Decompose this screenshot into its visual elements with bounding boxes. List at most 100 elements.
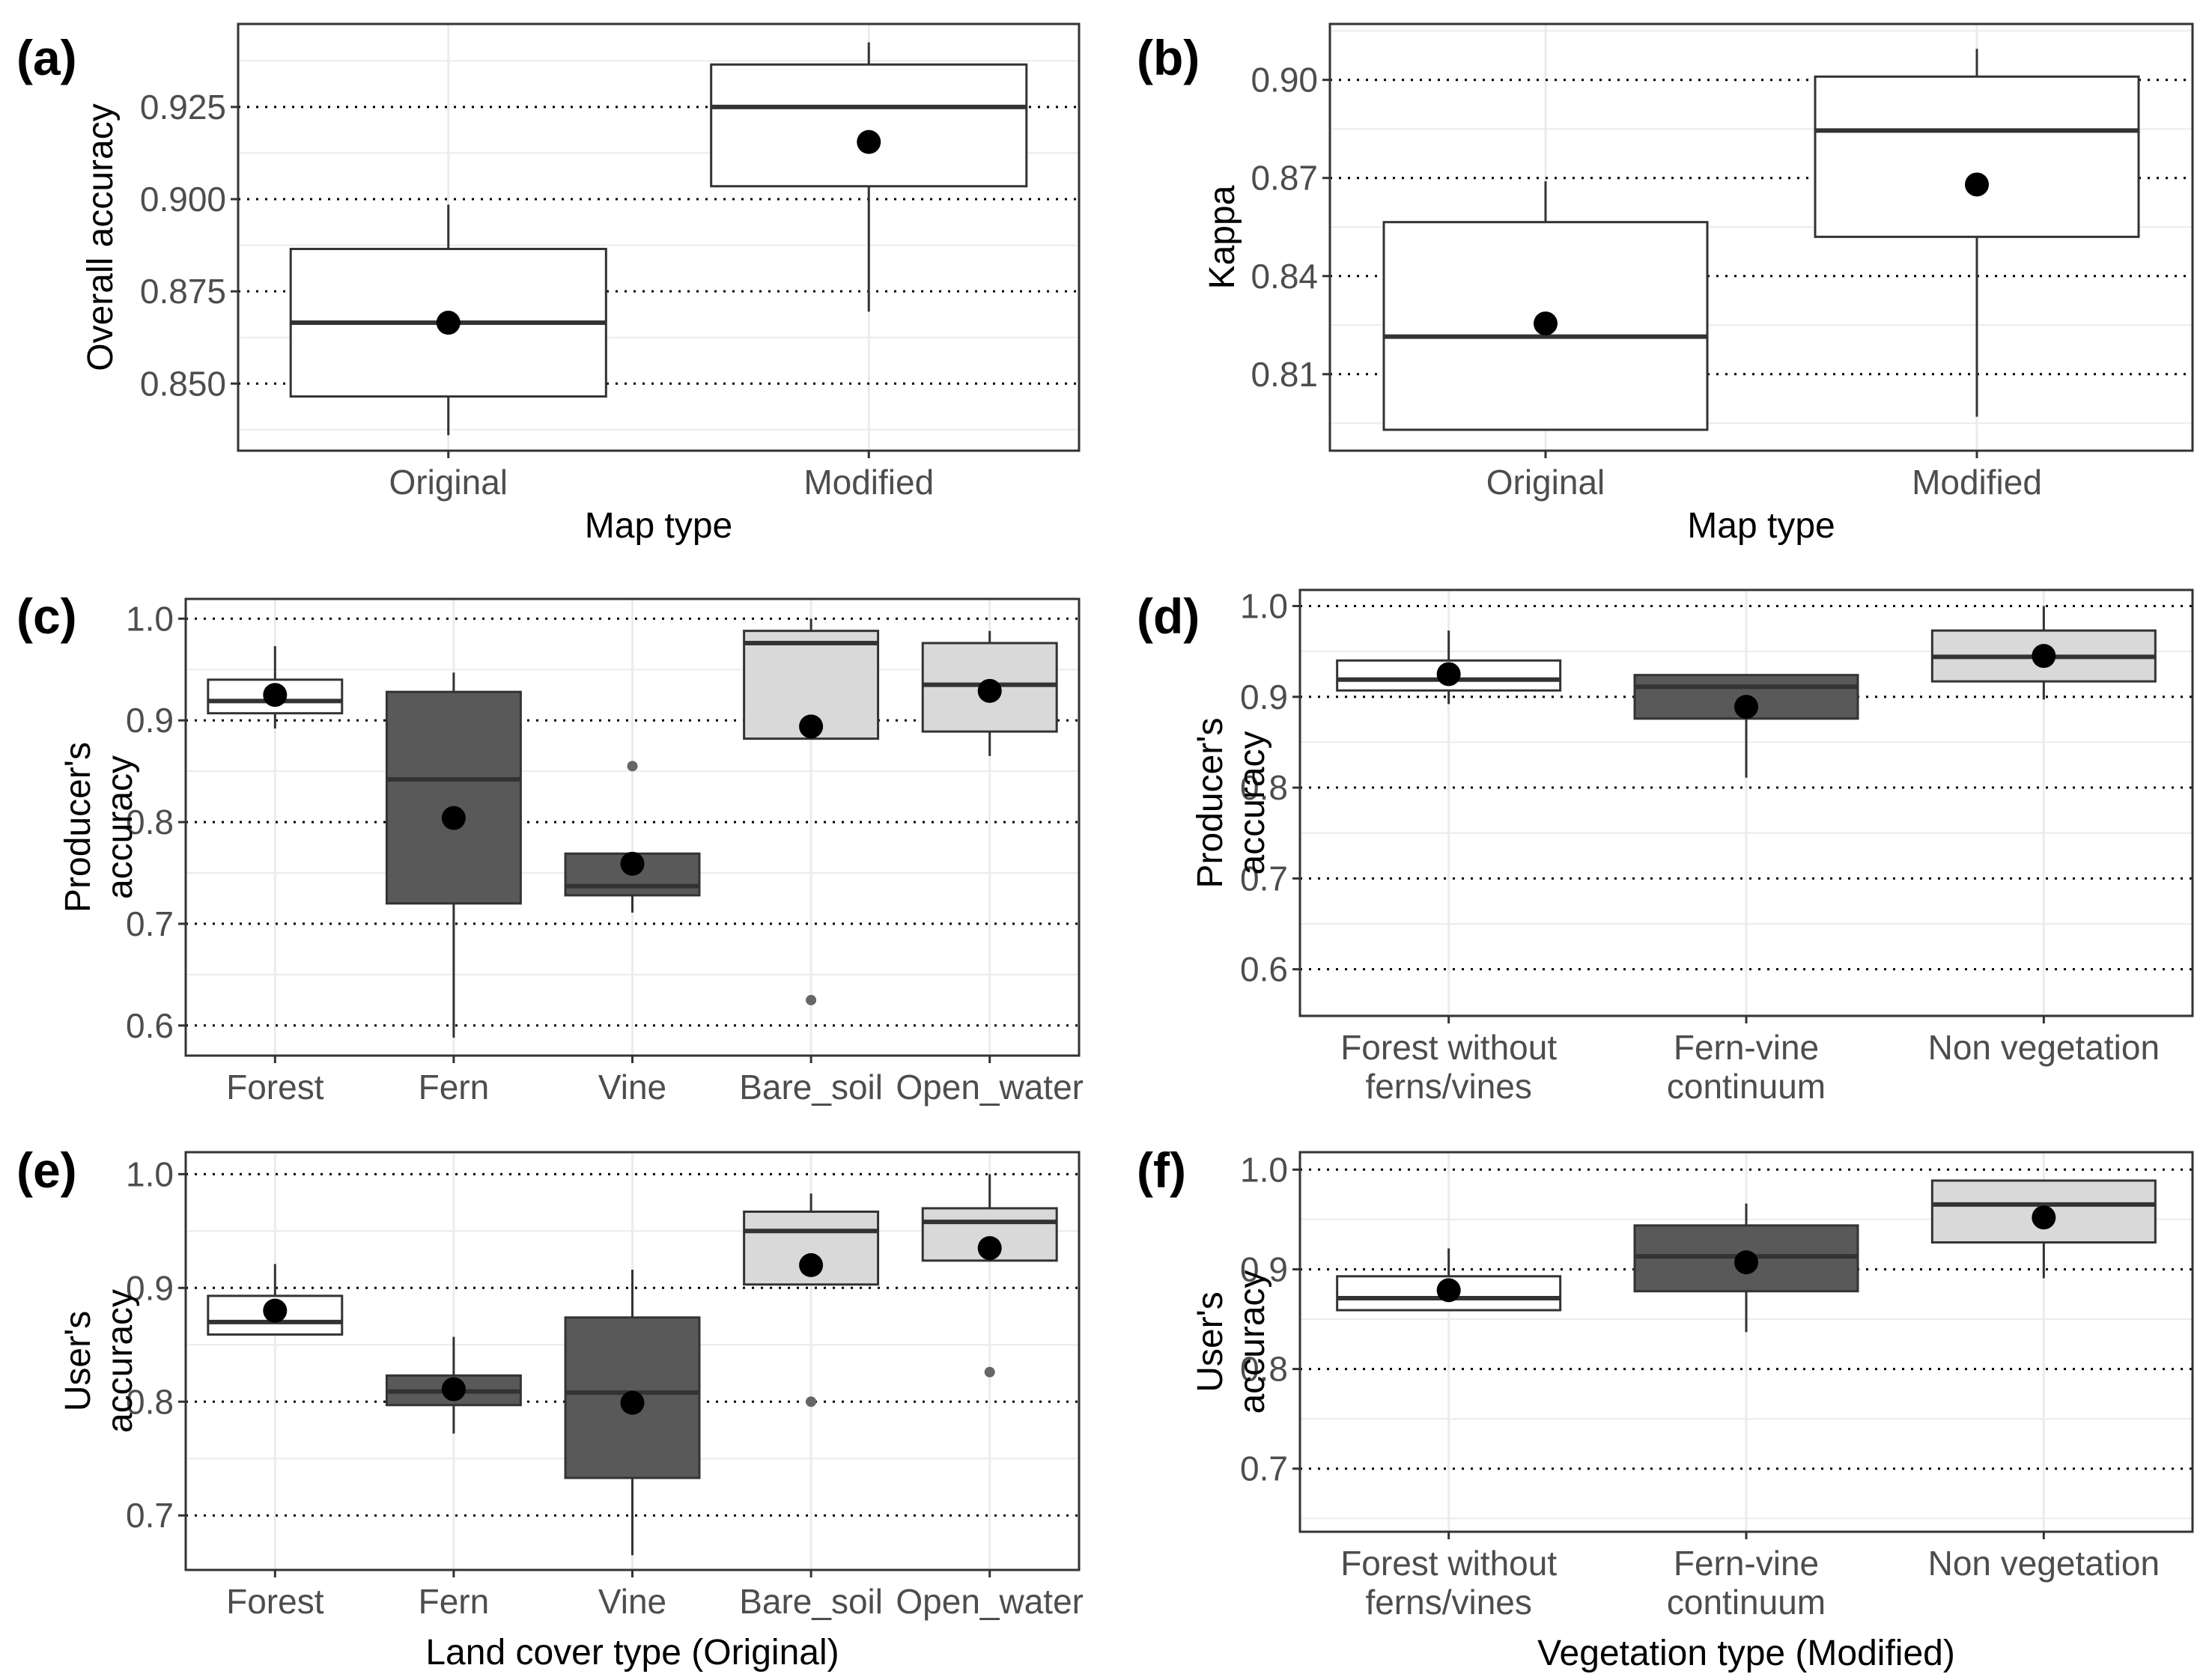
y-tick-label: 0.8 (1240, 768, 1288, 807)
box-iqr (1814, 75, 2140, 238)
y-tick-label: 0.7 (1240, 1449, 1288, 1488)
box-d-2 (1930, 606, 2157, 700)
mean-point (857, 130, 881, 154)
x-tick-label: Original (1486, 463, 1605, 502)
x-tick-label: Modified (803, 463, 934, 502)
panel-label-b: (b) (1137, 30, 1200, 85)
x-tick-label: Forest (226, 1068, 324, 1107)
x-tick-label: Fern-vine (1674, 1544, 1819, 1583)
y-tick-label: 1.0 (1240, 1150, 1288, 1189)
mean-point (263, 683, 288, 707)
box-iqr (743, 1210, 880, 1286)
box-c-4 (921, 630, 1058, 756)
x-tick-label: continuum (1667, 1583, 1826, 1622)
x-tick-label: Open_water (896, 1068, 1084, 1107)
x-tick-label: Original (389, 463, 508, 502)
y-tick-label: 0.850 (140, 364, 226, 403)
x-axis-title: Vegetation type (Modified) (1537, 1634, 1955, 1673)
y-tick-label: 0.900 (140, 180, 226, 219)
box-c-0 (207, 646, 344, 729)
box-iqr (385, 690, 522, 905)
box-b-1 (1814, 49, 2140, 417)
mean-point (620, 851, 645, 876)
box-a-1 (710, 42, 1028, 312)
mean-point (1436, 662, 1461, 687)
y-tick-label: 0.6 (126, 1006, 174, 1045)
y-axis-title: accuracy (1233, 731, 1272, 874)
x-tick-label: Non vegetation (1928, 1544, 2160, 1583)
y-tick-label: 0.875 (140, 272, 226, 311)
panel-label-c: (c) (16, 588, 77, 644)
panel-label-d: (d) (1137, 588, 1200, 644)
y-tick-label: 0.7 (126, 904, 174, 943)
x-tick-label: Fern (419, 1068, 490, 1107)
panel-b: 0.81 0.84 0.87 0.90 Original Modified (b) Kappa… (1137, 22, 2194, 546)
y-tick-label: 1.0 (1240, 586, 1288, 625)
box-e-1 (385, 1336, 522, 1434)
box-f-0 (1336, 1248, 1562, 1312)
box-e-3 (743, 1193, 880, 1407)
y-tick-label: 0.9 (1240, 678, 1288, 716)
box-iqr (710, 63, 1028, 188)
y-tick-label: 1.0 (126, 1154, 174, 1193)
y-tick-label: 0.7 (126, 1496, 174, 1535)
y-tick-label: 1.0 (126, 599, 174, 638)
y-axis-title: User's (58, 1311, 98, 1412)
mean-point (1965, 172, 1989, 197)
outlier-point (806, 994, 817, 1005)
x-tick-label: Fern-vine (1674, 1028, 1819, 1067)
x-tick-label: Vine (598, 1068, 666, 1107)
panel-c: 0.6 0.7 0.8 0.9 1.0 Forest Fern Vine Bare_soil Op… (16, 588, 1084, 1107)
mean-point (977, 678, 1002, 703)
x-tick-label: Forest without (1340, 1544, 1557, 1583)
y-tick-label: 0.87 (1251, 159, 1318, 198)
box-c-2 (564, 761, 701, 913)
x-tick-label: Non vegetation (1928, 1028, 2160, 1067)
y-tick-label: 0.9 (126, 1268, 174, 1307)
x-tick-label: Bare_soil (739, 1582, 883, 1621)
panel-label-f: (f) (1137, 1142, 1186, 1198)
x-tick-label: ferns/vines (1365, 1067, 1531, 1106)
x-tick-label: Vine (598, 1582, 666, 1621)
mean-point (620, 1390, 645, 1415)
panel-border (1328, 22, 2194, 452)
y-tick-label: 0.925 (140, 88, 226, 127)
box-c-3 (743, 618, 880, 1005)
panel-a: 0.850 0.875 0.900 0.925 Original Modified (a)O… (16, 22, 1081, 546)
mean-point (263, 1298, 288, 1323)
y-tick-label: 0.6 (1240, 950, 1288, 989)
panel-label-e: (e) (16, 1142, 77, 1198)
y-tick-label: 0.81 (1251, 355, 1318, 394)
panel-border (237, 22, 1081, 452)
y-axis-title: accuracy (1233, 1270, 1272, 1413)
outlier-point (627, 761, 638, 772)
outlier-point (984, 1366, 995, 1378)
y-axis-title: Producer's (1191, 718, 1230, 889)
x-tick-label: ferns/vines (1365, 1583, 1531, 1622)
y-axis-title: Producer's (58, 742, 98, 913)
mean-point (1436, 1278, 1461, 1303)
box-b-0 (1382, 181, 1709, 431)
box-a-0 (289, 204, 607, 436)
mean-point (977, 1236, 1002, 1261)
x-tick-label: Fern (419, 1582, 490, 1621)
box-f-1 (1633, 1203, 1859, 1333)
mean-point (436, 311, 461, 335)
mean-point (799, 1253, 824, 1277)
y-axis-title: accuracy (100, 755, 140, 899)
box-e-0 (207, 1264, 344, 1336)
panel-label-a: (a) (16, 30, 77, 85)
mean-point (441, 806, 466, 830)
box-c-1 (385, 672, 522, 1038)
box-d-1 (1633, 674, 1859, 778)
mean-point (1534, 311, 1558, 336)
box-e-2 (564, 1269, 701, 1556)
x-axis-title: Map type (1687, 506, 1835, 546)
y-axis-title: User's (1191, 1291, 1230, 1393)
x-axis-title: Land cover type (Original) (425, 1633, 839, 1673)
box-f-2 (1930, 1179, 2157, 1279)
y-tick-label: 0.8 (126, 1382, 174, 1421)
mean-point (1734, 1250, 1758, 1275)
x-tick-label: Forest (226, 1582, 324, 1621)
